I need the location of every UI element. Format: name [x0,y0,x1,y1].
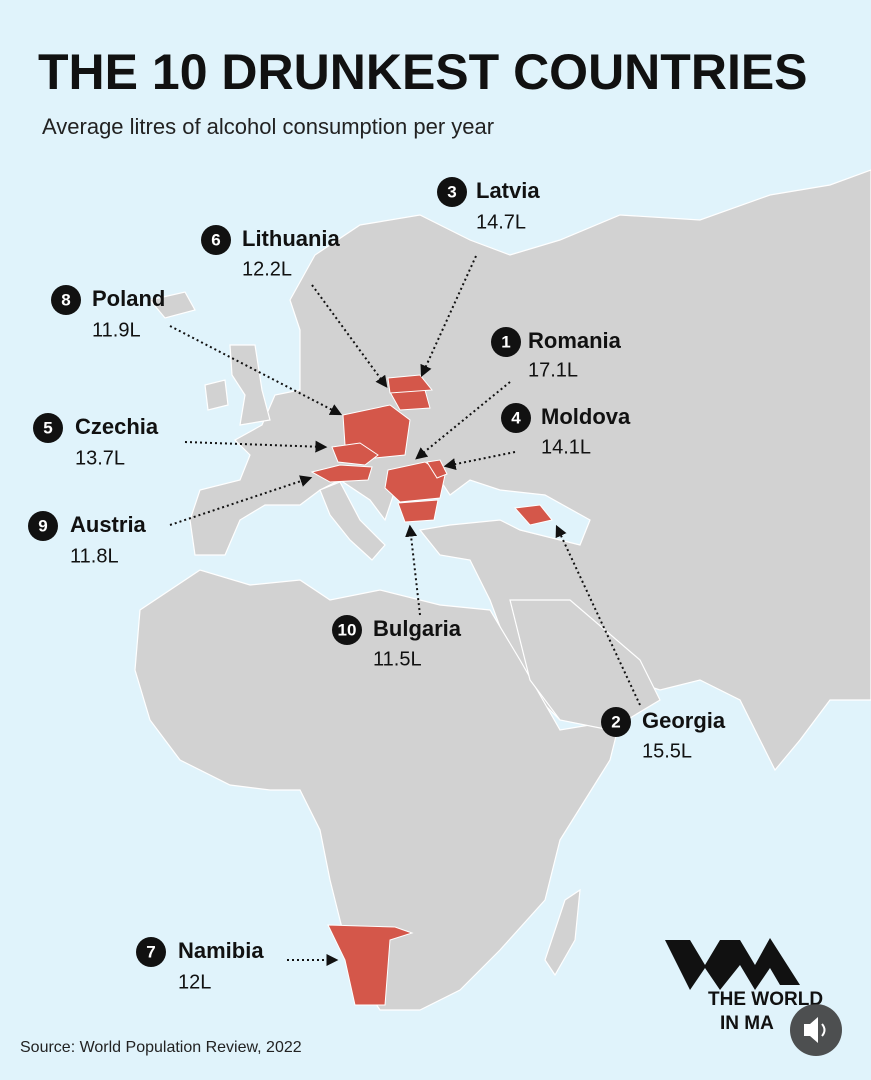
country-value: 14.7L [476,211,526,233]
country-name: Namibia [178,938,264,963]
rank-badge [501,403,531,433]
britain [229,344,271,426]
bulgaria [397,499,439,523]
rank-number: 4 [511,409,521,428]
country-name: Bulgaria [373,616,462,641]
country-name: Moldova [541,404,631,429]
rank-number: 7 [146,943,155,962]
rank-badge [201,225,231,255]
country-value: 12.2L [242,258,292,280]
pointer-arrow [169,325,343,416]
madagascar [544,888,581,977]
rank-number: 9 [38,517,47,536]
rank-badge [33,413,63,443]
pointer-arrow [184,440,328,453]
country-value: 17.1L [528,359,578,381]
rank-badge [601,707,631,737]
subtitle: Average litres of alcohol consumption pe… [42,114,494,139]
rank-number: 8 [61,291,70,310]
country-name: Latvia [476,178,540,203]
logo-text: THE WORLD [708,989,823,1010]
speaker-icon [804,1017,818,1043]
country-value: 12L [178,971,211,993]
rank-number: 10 [338,621,357,640]
country-value: 11.5L [373,648,422,670]
ireland [204,379,229,411]
speaker-wave [821,1023,826,1037]
austria [310,464,373,483]
rank-badge [437,177,467,207]
country-name: Romania [528,328,622,353]
latvia [387,374,433,394]
pointer-arrow [415,381,511,460]
romania [384,461,446,503]
arabia [509,599,661,731]
pointer-arrow [420,255,477,378]
rank-badge [136,937,166,967]
rank-badge [28,511,58,541]
country-value: 13.7L [75,447,125,469]
logo-text: IN MA [720,1013,774,1034]
country-name: Georgia [642,708,726,733]
rank-number: 2 [611,713,620,732]
africa [134,569,621,1011]
rank-number: 1 [501,333,510,352]
country-name: Austria [70,512,147,537]
italy [319,481,386,561]
country-name: Czechia [75,414,159,439]
rank-badge [332,615,362,645]
rank-badge [491,327,521,357]
highlighted-countries [310,374,553,1006]
country-value: 11.8L [70,545,119,567]
sound-button[interactable] [790,1004,842,1056]
moldova [426,459,448,479]
pointer-arrow [311,284,388,388]
title: THE 10 DRUNKEST COUNTRIES [38,44,808,100]
georgia [513,504,553,526]
pointer-arrow [443,451,516,470]
rank-number: 6 [211,231,220,250]
czechia [331,442,379,466]
country-value: 14.1L [541,436,591,458]
country-value: 15.5L [642,740,692,762]
country-name: Poland [92,286,165,311]
namibia [327,924,414,1006]
logo-mark [665,938,800,990]
country-value: 11.9L [92,319,141,341]
rank-badge [51,285,81,315]
iceland [148,291,196,319]
logo: THE WORLD IN MA [665,938,823,1034]
country-name: Lithuania [242,226,341,251]
rank-number: 3 [447,183,456,202]
rank-number: 5 [43,419,52,438]
labels: 1 Romania 17.1L 2 Georgia 15.5L 3 Latvia 14.7L 4 M… [28,177,726,993]
source: Source: World Population Review, 2022 [20,1039,302,1056]
